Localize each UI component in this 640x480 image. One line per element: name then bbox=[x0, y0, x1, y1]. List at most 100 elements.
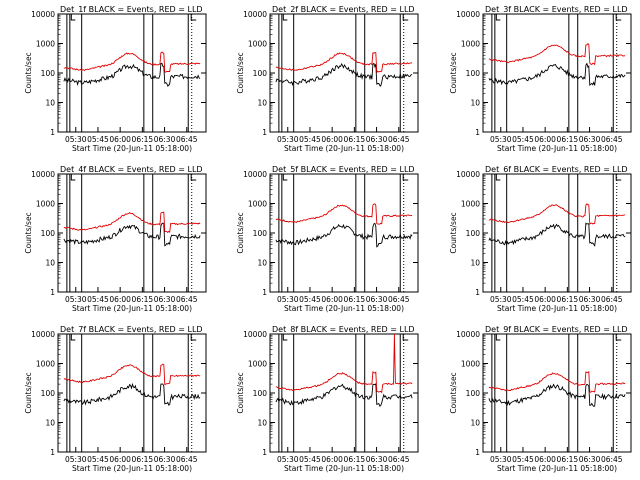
y-axis-label: Counts/sec bbox=[236, 372, 245, 413]
y-axis-label: Counts/sec bbox=[24, 372, 33, 413]
y-tick-label: 100 bbox=[466, 229, 481, 238]
y-tick-label: 10000 bbox=[31, 10, 55, 19]
x-axis-label: Start Time (20-Jun-11 05:18:00) bbox=[72, 464, 192, 473]
lld-series-line bbox=[275, 203, 413, 225]
panel-1: Det_1f BLACK = Events, RED = LLD 1 10 100 10… bbox=[24, 5, 207, 153]
panel-8: Det_8f BLACK = Events, RED = LLD 1 10 100 10… bbox=[236, 325, 419, 473]
y-tick-label: 10000 bbox=[31, 330, 55, 339]
bracket-mark bbox=[615, 174, 622, 181]
y-tick-label: 10000 bbox=[243, 330, 267, 339]
y-tick-label: 100 bbox=[253, 69, 268, 78]
events-series-line bbox=[63, 382, 201, 406]
plot-frame bbox=[482, 13, 632, 133]
lld-series-line bbox=[488, 43, 626, 66]
x-tick-label: 06:00 bbox=[321, 455, 343, 464]
y-tick-label: 1000 bbox=[248, 40, 267, 49]
y-tick-label: 100 bbox=[253, 229, 268, 238]
x-tick-label: 06:15 bbox=[132, 135, 154, 144]
x-tick-label: 05:45 bbox=[87, 135, 109, 144]
bracket-mark bbox=[402, 334, 409, 341]
events-series-line bbox=[488, 62, 626, 87]
x-tick-label: 06:00 bbox=[109, 135, 131, 144]
lld-series-line bbox=[63, 51, 201, 73]
plot-frame bbox=[57, 173, 207, 293]
events-series-line bbox=[275, 62, 413, 87]
x-tick-label: 06:15 bbox=[557, 135, 579, 144]
y-axis-label: Counts/sec bbox=[449, 52, 458, 93]
x-axis-label: Start Time (20-Jun-11 05:18:00) bbox=[497, 144, 617, 153]
y-tick-label: 100 bbox=[466, 389, 481, 398]
panel-title: Det_6f BLACK = Events, RED = LLD bbox=[485, 165, 628, 174]
x-tick-label: 06:45 bbox=[388, 135, 410, 144]
plot-frame bbox=[57, 333, 207, 453]
y-axis-label: Counts/sec bbox=[24, 212, 33, 253]
bracket-mark bbox=[190, 14, 197, 21]
x-tick-label: 05:45 bbox=[299, 135, 321, 144]
x-tick-label: 06:30 bbox=[579, 455, 601, 464]
x-tick-label: 05:45 bbox=[512, 295, 534, 304]
x-tick-label: 05:30 bbox=[65, 295, 87, 304]
events-series-line bbox=[488, 222, 626, 247]
lld-series-line bbox=[63, 211, 201, 234]
bracket-mark bbox=[402, 14, 409, 21]
x-axis-label: Start Time (20-Jun-11 05:18:00) bbox=[497, 464, 617, 473]
bracket-mark bbox=[190, 334, 197, 341]
x-tick-label: 06:15 bbox=[557, 295, 579, 304]
x-tick-label: 06:15 bbox=[557, 455, 579, 464]
y-tick-label: 1 bbox=[50, 288, 55, 297]
bracket-mark bbox=[190, 174, 197, 181]
panel-title: Det_4f BLACK = Events, RED = LLD bbox=[60, 165, 203, 174]
y-tick-label: 1 bbox=[50, 448, 55, 457]
x-tick-label: 05:45 bbox=[87, 455, 109, 464]
bracket-mark bbox=[70, 174, 76, 181]
x-tick-label: 05:30 bbox=[490, 295, 512, 304]
y-tick-label: 1 bbox=[262, 128, 267, 137]
plot-frame bbox=[269, 333, 419, 453]
x-axis-label: Start Time (20-Jun-11 05:18:00) bbox=[284, 304, 404, 313]
y-tick-label: 100 bbox=[41, 69, 56, 78]
bracket-mark bbox=[615, 14, 622, 21]
y-tick-label: 1000 bbox=[36, 40, 55, 49]
panel-5: Det_5f BLACK = Events, RED = LLD 1 10 100 10… bbox=[236, 165, 419, 313]
plot-frame bbox=[269, 13, 419, 133]
x-tick-label: 05:45 bbox=[512, 135, 534, 144]
y-tick-label: 10 bbox=[257, 419, 267, 428]
y-tick-label: 1000 bbox=[248, 200, 267, 209]
lld-series-line bbox=[275, 333, 413, 394]
y-tick-label: 1 bbox=[475, 288, 480, 297]
panel-3: Det_3f BLACK = Events, RED = LLD 1 10 100 10… bbox=[449, 5, 632, 153]
y-tick-label: 10 bbox=[45, 99, 55, 108]
bracket-mark bbox=[495, 14, 501, 21]
y-axis-label: Counts/sec bbox=[236, 212, 245, 253]
x-tick-label: 05:30 bbox=[65, 135, 87, 144]
x-tick-label: 06:45 bbox=[176, 295, 198, 304]
y-tick-label: 100 bbox=[41, 229, 56, 238]
x-tick-label: 06:45 bbox=[388, 295, 410, 304]
panel-title: Det_3f BLACK = Events, RED = LLD bbox=[485, 5, 628, 14]
x-tick-label: 06:45 bbox=[176, 455, 198, 464]
bracket-mark bbox=[495, 174, 501, 181]
x-tick-label: 06:45 bbox=[601, 455, 623, 464]
x-tick-label: 06:30 bbox=[366, 135, 388, 144]
y-tick-label: 100 bbox=[253, 389, 268, 398]
x-tick-label: 06:15 bbox=[344, 135, 366, 144]
x-tick-label: 06:15 bbox=[132, 455, 154, 464]
x-tick-label: 05:30 bbox=[277, 455, 299, 464]
x-tick-label: 06:30 bbox=[154, 455, 176, 464]
panel-title: Det_5f BLACK = Events, RED = LLD bbox=[272, 165, 415, 174]
panel-title: Det_2f BLACK = Events, RED = LLD bbox=[272, 5, 415, 14]
bracket-mark bbox=[402, 174, 409, 181]
x-tick-label: 05:30 bbox=[277, 295, 299, 304]
y-tick-label: 1 bbox=[262, 288, 267, 297]
y-axis-label: Counts/sec bbox=[24, 52, 33, 93]
x-tick-label: 05:45 bbox=[512, 455, 534, 464]
y-axis-label: Counts/sec bbox=[449, 372, 458, 413]
x-tick-label: 05:45 bbox=[299, 455, 321, 464]
x-tick-label: 05:30 bbox=[277, 135, 299, 144]
y-tick-label: 10000 bbox=[456, 170, 480, 179]
panel-9: Det_9f BLACK = Events, RED = LLD 1 10 100 10… bbox=[449, 325, 632, 473]
bracket-mark bbox=[282, 334, 288, 341]
x-tick-label: 06:30 bbox=[366, 295, 388, 304]
y-tick-label: 1 bbox=[475, 448, 480, 457]
y-tick-label: 10000 bbox=[243, 10, 267, 19]
